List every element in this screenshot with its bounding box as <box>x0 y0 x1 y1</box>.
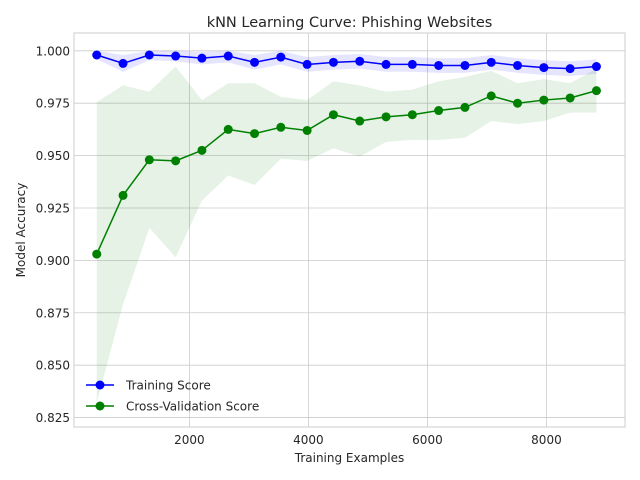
point-training <box>328 57 338 67</box>
point-training <box>223 51 233 61</box>
point-cv <box>565 93 575 103</box>
point-cv <box>250 129 260 139</box>
y-tick-label: 0.925 <box>36 201 70 215</box>
x-axis-label: Training Examples <box>294 451 404 465</box>
point-training <box>197 53 207 63</box>
chart-title: kNN Learning Curve: Phishing Websites <box>207 15 493 31</box>
legend-label-training: Training Score <box>125 379 211 393</box>
point-training <box>302 59 312 69</box>
y-tick-label: 0.900 <box>36 254 70 268</box>
y-tick-label: 1.000 <box>36 44 70 58</box>
y-tick-label: 0.850 <box>36 359 70 373</box>
point-cv <box>197 145 207 155</box>
point-cv <box>328 110 338 120</box>
point-cv <box>407 110 417 120</box>
point-training <box>144 50 154 60</box>
x-tick-label: 8000 <box>531 433 562 447</box>
point-training <box>434 60 444 70</box>
grid <box>74 33 625 427</box>
x-tick-label: 2000 <box>174 433 205 447</box>
point-cv <box>144 155 154 165</box>
point-cv <box>355 116 365 126</box>
point-cv <box>539 95 549 105</box>
legend-marker-training <box>95 380 105 390</box>
point-training <box>591 62 601 72</box>
point-training <box>171 51 181 61</box>
y-axis-label: Model Accuracy <box>14 183 28 278</box>
x-axis-ticks: 2000 4000 6000 8000 <box>174 433 562 447</box>
y-axis-ticks: 0.825 0.850 0.875 0.900 0.925 0.950 0.975 1.000 <box>36 44 70 425</box>
point-training <box>486 57 496 67</box>
point-cv <box>513 98 523 108</box>
point-training <box>118 58 128 68</box>
point-training <box>92 50 102 60</box>
point-cv <box>223 124 233 134</box>
band-cv <box>96 66 597 403</box>
point-cv <box>460 102 470 112</box>
x-tick-label: 6000 <box>412 433 443 447</box>
legend: Training Score Cross-Validation Score <box>86 379 259 414</box>
point-cv <box>591 86 601 96</box>
x-tick-label: 4000 <box>293 433 324 447</box>
point-cv <box>92 249 102 259</box>
point-training <box>407 59 417 69</box>
y-tick-label: 0.950 <box>36 149 70 163</box>
point-cv <box>302 125 312 135</box>
series-lines <box>92 50 601 259</box>
y-tick-label: 0.875 <box>36 306 70 320</box>
point-training <box>276 52 286 62</box>
point-cv <box>381 112 391 122</box>
legend-label-cv: Cross-Validation Score <box>126 400 259 414</box>
point-cv <box>486 91 496 101</box>
point-cv <box>118 190 128 200</box>
point-cv <box>171 156 181 166</box>
point-training <box>381 59 391 69</box>
point-training <box>250 57 260 67</box>
point-training <box>513 60 523 70</box>
plot-area <box>73 32 626 428</box>
point-cv <box>434 106 444 116</box>
legend-marker-cv <box>95 401 105 411</box>
point-cv <box>276 122 286 132</box>
y-tick-label: 0.975 <box>36 97 70 111</box>
line-cv <box>96 89 597 255</box>
point-training <box>460 60 470 70</box>
point-training <box>565 64 575 74</box>
point-training <box>355 56 365 66</box>
point-training <box>539 63 549 73</box>
y-tick-label: 0.825 <box>36 411 70 425</box>
